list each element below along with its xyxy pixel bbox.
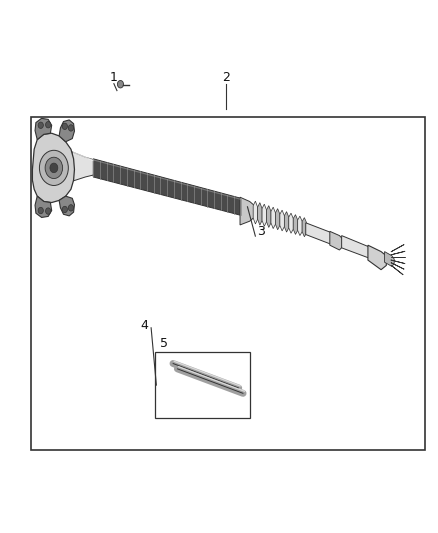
Polygon shape	[253, 201, 258, 224]
Text: 5: 5	[160, 337, 168, 350]
Circle shape	[45, 157, 63, 179]
Circle shape	[39, 150, 68, 185]
Text: 1: 1	[110, 71, 118, 84]
Polygon shape	[284, 212, 289, 232]
Polygon shape	[298, 216, 302, 236]
Polygon shape	[306, 223, 331, 244]
Circle shape	[46, 208, 51, 214]
Polygon shape	[368, 245, 386, 270]
Polygon shape	[93, 159, 241, 215]
Polygon shape	[302, 217, 307, 237]
Circle shape	[68, 205, 74, 211]
Polygon shape	[240, 197, 254, 225]
Circle shape	[38, 122, 43, 128]
Polygon shape	[391, 251, 405, 255]
Polygon shape	[391, 263, 404, 269]
Polygon shape	[271, 207, 276, 229]
Text: 2: 2	[222, 71, 230, 84]
Polygon shape	[32, 133, 74, 203]
Polygon shape	[266, 206, 271, 228]
Circle shape	[38, 207, 43, 214]
Text: 3: 3	[257, 225, 265, 238]
Circle shape	[62, 206, 67, 213]
Circle shape	[117, 80, 124, 88]
Polygon shape	[330, 231, 343, 250]
Polygon shape	[342, 236, 369, 258]
Polygon shape	[35, 196, 52, 217]
Bar	[155, 352, 250, 418]
Circle shape	[46, 122, 51, 128]
Bar	[31, 117, 425, 450]
Circle shape	[68, 125, 74, 131]
Polygon shape	[35, 118, 52, 140]
Polygon shape	[385, 252, 394, 266]
Polygon shape	[391, 265, 403, 275]
Polygon shape	[262, 204, 266, 227]
Circle shape	[50, 163, 58, 173]
Polygon shape	[59, 196, 74, 216]
Polygon shape	[293, 215, 298, 235]
Polygon shape	[289, 213, 293, 233]
Polygon shape	[59, 120, 74, 142]
Circle shape	[62, 123, 67, 130]
Polygon shape	[258, 203, 262, 225]
Polygon shape	[391, 260, 405, 264]
Polygon shape	[391, 245, 404, 252]
Polygon shape	[72, 152, 94, 181]
Text: 4: 4	[141, 319, 148, 332]
Polygon shape	[280, 210, 284, 231]
Polygon shape	[276, 208, 280, 230]
